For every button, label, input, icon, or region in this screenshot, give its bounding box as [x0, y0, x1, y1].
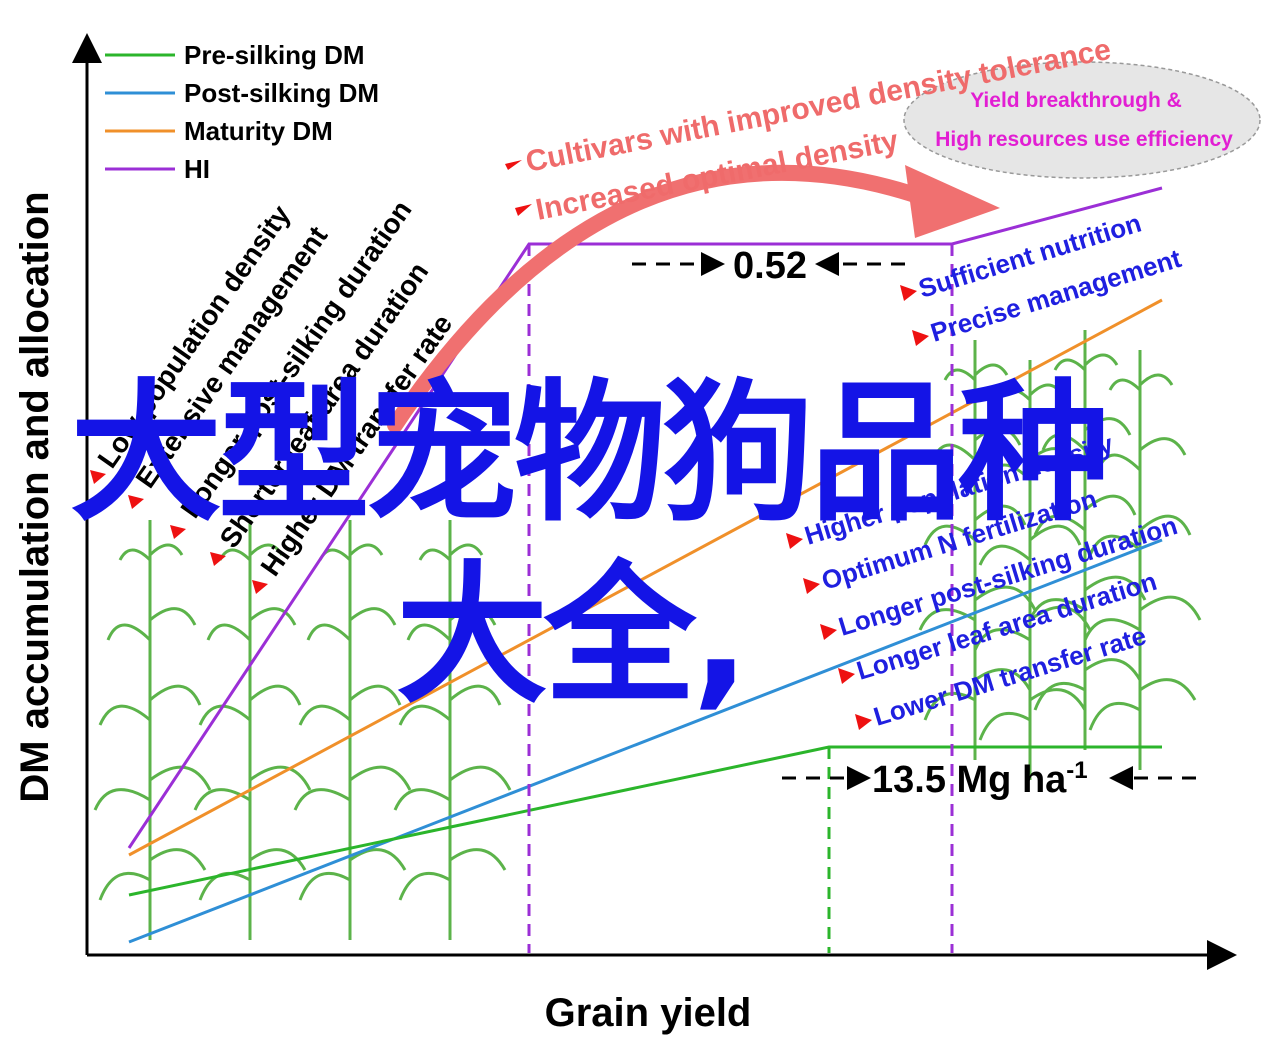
- red-bullet-rb1: [786, 533, 803, 549]
- red-bullet-l1: [90, 470, 106, 484]
- red-bullet-l5: [252, 580, 268, 594]
- overlay-title-line2: 大全,: [396, 547, 750, 724]
- red-bullet-rt1: [900, 285, 917, 301]
- red-bullet-rb3: [820, 624, 837, 640]
- red-bullet-top: [505, 160, 522, 170]
- yield-gap-annotation: 13.5 Mg ha-1: [782, 757, 1196, 801]
- legend-label-pre: Pre-silking DM: [184, 40, 365, 70]
- x-axis-title: Grain yield: [545, 991, 752, 1035]
- corn-plants-left: [93, 518, 512, 942]
- red-bullet-rb2: [803, 578, 820, 594]
- hi-gap-annotation: 0.52: [632, 245, 905, 287]
- overlay-title-line1: 大型宠物狗品种: [70, 365, 1110, 542]
- y-axis-title: DM accumulation and allocation: [13, 191, 57, 802]
- post-silking-dm-line: [128, 538, 1163, 944]
- red-bullet-l4: [210, 552, 226, 566]
- red-bullet-l2: [128, 495, 144, 509]
- red-bullet-rb4: [838, 668, 855, 684]
- red-arrow-head: [905, 165, 1000, 238]
- right-factors-top: Sufficient nutrition Precise management: [900, 207, 1185, 348]
- red-bullet-l3: [170, 525, 186, 539]
- legend: Pre-silking DM Post-silking DM Maturity …: [105, 40, 379, 184]
- ellipse-text-line2: High resources use efficiency: [935, 128, 1233, 151]
- legend-label-post: Post-silking DM: [184, 78, 379, 108]
- yield-ellipse: [903, 61, 1261, 179]
- red-bullet-rb5: [855, 714, 872, 730]
- hi-gap-value: 0.52: [733, 245, 807, 287]
- yield-gap-value: 13.5 Mg ha-1: [872, 757, 1088, 801]
- legend-label-hi: HI: [184, 154, 210, 184]
- red-bullet-rt2: [912, 330, 929, 346]
- maturity-dm-line: [128, 298, 1163, 857]
- red-bullet-bottom: [515, 204, 532, 216]
- legend-label-maturity: Maturity DM: [184, 116, 333, 146]
- ellipse-text-line1: Yield breakthrough &: [970, 89, 1182, 112]
- red-curved-arrow: [387, 164, 938, 433]
- hi-line: [127, 186, 1163, 849]
